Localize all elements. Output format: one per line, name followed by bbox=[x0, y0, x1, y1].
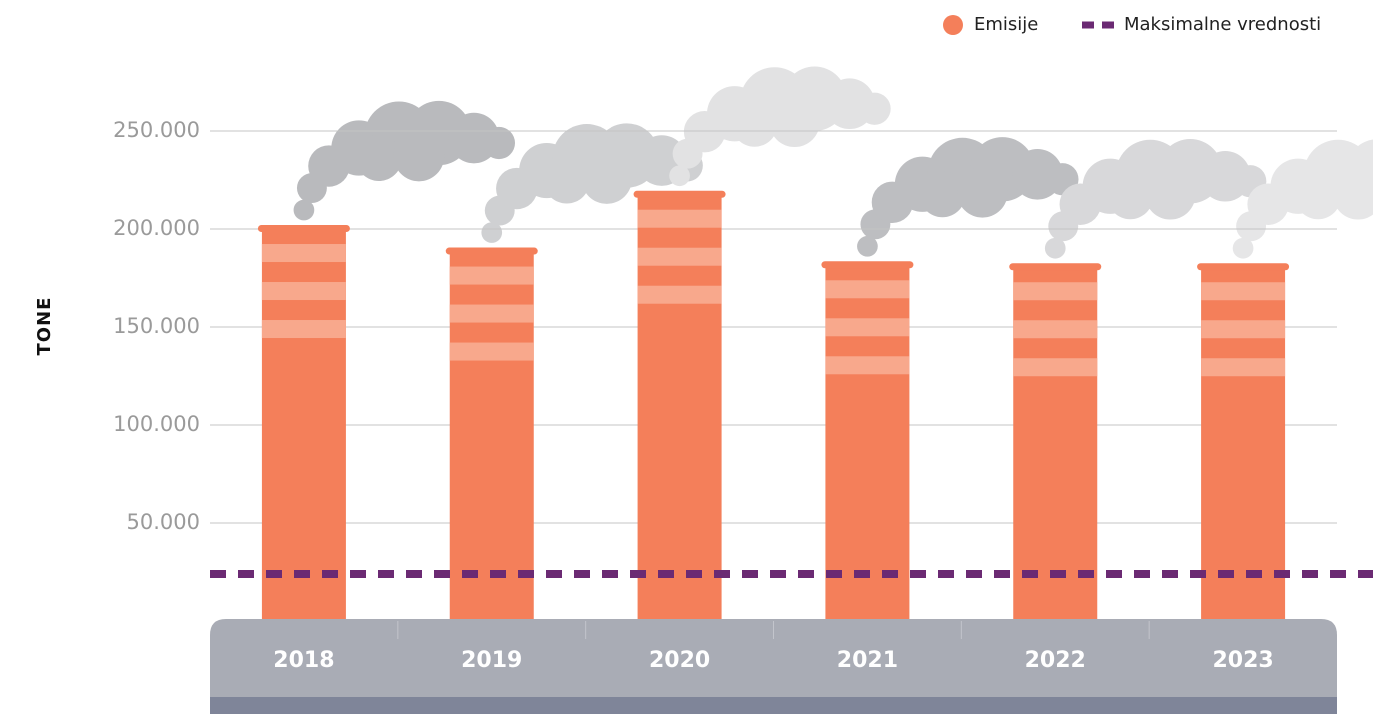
smoke-puff bbox=[919, 171, 966, 218]
smoke-puff bbox=[1332, 168, 1373, 220]
smoke-puff bbox=[857, 235, 878, 257]
bar-cap bbox=[257, 225, 350, 233]
bar-stripe bbox=[449, 304, 534, 323]
bar-stripe bbox=[1201, 320, 1286, 339]
smoke-puff bbox=[1107, 173, 1154, 220]
y-tick-label: 250.000 bbox=[113, 118, 200, 142]
bar-stripe bbox=[825, 356, 910, 375]
bar-stripe bbox=[261, 320, 346, 339]
bar-cap bbox=[633, 190, 726, 198]
base-strip bbox=[210, 697, 1337, 714]
smoke-puff bbox=[769, 96, 820, 148]
y-axis-title: TONE bbox=[34, 297, 55, 356]
x-tick-label: 2023 bbox=[1212, 648, 1273, 673]
bar-stripe bbox=[1013, 282, 1098, 301]
smoke-puff bbox=[1295, 173, 1342, 220]
bar-stripe bbox=[637, 247, 722, 266]
bar-stripe bbox=[1013, 320, 1098, 339]
legend-swatch bbox=[943, 15, 963, 35]
bar-stripe bbox=[261, 244, 346, 263]
smoke-puff bbox=[293, 199, 315, 221]
bar-stripe bbox=[449, 342, 534, 361]
bar-cap bbox=[1197, 263, 1290, 271]
legend-label: Emisije bbox=[974, 14, 1038, 35]
bar bbox=[1201, 266, 1286, 621]
bar bbox=[1013, 266, 1098, 621]
bar-stripe bbox=[449, 266, 534, 285]
smoke-puff bbox=[858, 92, 891, 125]
bar-cap bbox=[1009, 263, 1102, 271]
y-tick-label: 200.000 bbox=[113, 216, 200, 240]
bar-stripe bbox=[825, 280, 910, 299]
y-tick-label: 150.000 bbox=[113, 314, 200, 338]
bar-cap bbox=[445, 247, 538, 255]
bar-stripe bbox=[637, 285, 722, 304]
base bbox=[210, 619, 1337, 700]
x-tick-label: 2019 bbox=[461, 648, 522, 673]
bar-stripe bbox=[637, 209, 722, 228]
bar-stripe bbox=[1201, 358, 1286, 377]
smoke-layer bbox=[293, 66, 1373, 259]
bar-stripe bbox=[1013, 358, 1098, 377]
x-tick-label: 2020 bbox=[649, 648, 710, 673]
smoke-puff bbox=[731, 100, 778, 147]
smoke-puff bbox=[1144, 168, 1196, 220]
bar-stripe bbox=[825, 318, 910, 337]
y-tick-label: 100.000 bbox=[113, 412, 200, 436]
smoke-puff bbox=[355, 135, 402, 182]
smoke-puff bbox=[543, 157, 590, 204]
bar bbox=[825, 264, 910, 621]
smoke-puff bbox=[957, 166, 1008, 218]
smoke-puff bbox=[581, 153, 633, 204]
smoke-puff bbox=[1044, 237, 1066, 259]
smoke-puff bbox=[669, 165, 690, 187]
bar-stripe bbox=[261, 282, 346, 301]
legend-label: Maksimalne vrednosti bbox=[1124, 14, 1321, 35]
smoke-puff bbox=[481, 222, 503, 243]
smoke-puff bbox=[1232, 237, 1254, 259]
bar-cap bbox=[821, 261, 914, 269]
y-tick-label: 50.000 bbox=[127, 510, 200, 534]
x-tick-label: 2022 bbox=[1025, 648, 1086, 673]
x-tick-label: 2021 bbox=[837, 648, 898, 673]
x-tick-label: 2018 bbox=[273, 648, 334, 673]
smoke-puff bbox=[482, 126, 516, 160]
bar-stripe bbox=[1201, 282, 1286, 301]
smoke-puff bbox=[393, 130, 445, 182]
